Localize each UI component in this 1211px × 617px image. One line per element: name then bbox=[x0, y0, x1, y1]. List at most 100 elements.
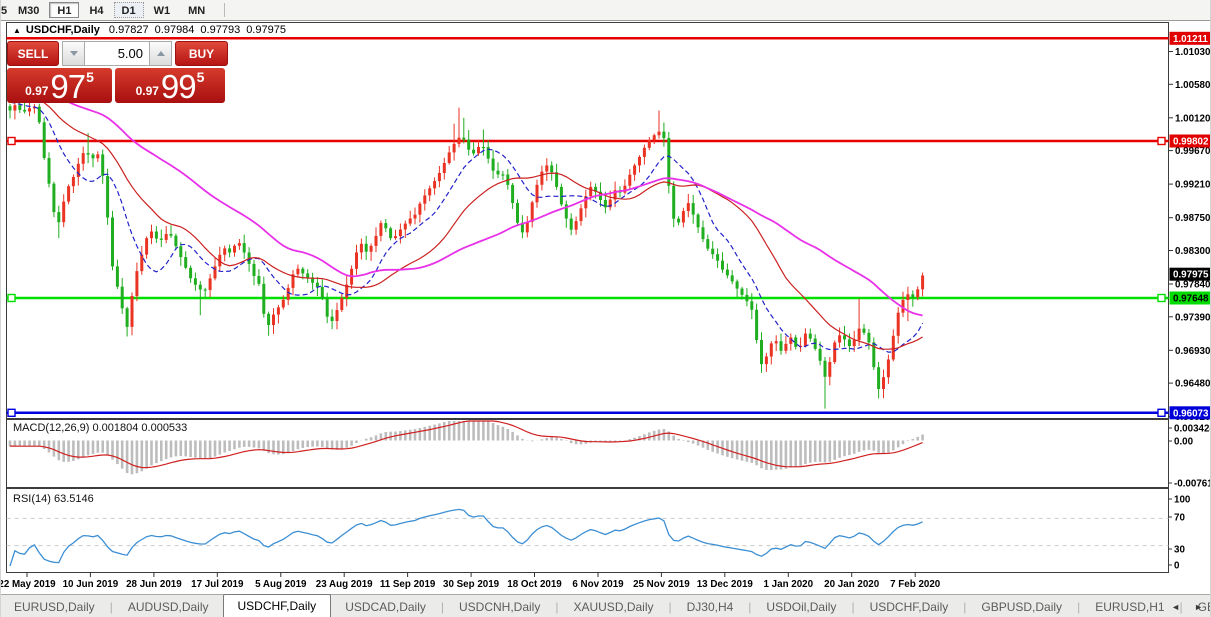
buy-price-prefix: 0.97 bbox=[135, 84, 159, 98]
timeframe-button-mn[interactable]: MN bbox=[180, 2, 213, 18]
tab-usdoil-daily[interactable]: USDOil,Daily bbox=[766, 599, 837, 614]
price-axis: 1.01030 1.00580 1.00120 0.99670 0.99210 0.987… bbox=[1168, 31, 1211, 423]
sell-price-prefix: 0.97 bbox=[25, 84, 49, 98]
svg-text:0.97390: 0.97390 bbox=[1175, 312, 1211, 323]
svg-text:-0.007615: -0.007615 bbox=[1174, 479, 1211, 490]
buy-button[interactable]: BUY bbox=[175, 41, 228, 66]
tab-usdchf-daily-active[interactable]: USDCHF,Daily bbox=[222, 593, 332, 617]
tab-dj30-h4[interactable]: DJ30,H4 bbox=[686, 599, 734, 614]
svg-text:17 Jul 2019: 17 Jul 2019 bbox=[191, 579, 244, 590]
collapse-triangle-icon[interactable]: ▲ bbox=[13, 26, 21, 35]
timeframe-button-d1[interactable]: D1 bbox=[113, 2, 144, 18]
svg-text:20 Jan 2020: 20 Jan 2020 bbox=[824, 579, 880, 590]
pane-frames bbox=[6, 22, 1169, 573]
rsi-line bbox=[9, 508, 923, 567]
tab-usdchf-daily[interactable]: USDCHF,Daily bbox=[869, 599, 949, 614]
sell-price-pip: 5 bbox=[86, 69, 94, 85]
svg-text:23 Aug 2019: 23 Aug 2019 bbox=[316, 579, 373, 590]
svg-text:0.00: 0.00 bbox=[1174, 437, 1194, 448]
tab-scroll-right-icon[interactable]: ► bbox=[1194, 601, 1203, 612]
svg-text:0: 0 bbox=[1174, 561, 1180, 572]
toolbar-separator bbox=[224, 3, 226, 17]
tab-separator: | bbox=[440, 599, 444, 614]
tab-gbpaud-h1[interactable]: GBPAUD,H1 bbox=[1197, 599, 1211, 614]
chart-title: USDCHF,Daily bbox=[25, 24, 100, 36]
tab-eurusd-daily[interactable]: EURUSD,Daily bbox=[14, 599, 95, 614]
svg-text:0.96930: 0.96930 bbox=[1175, 346, 1211, 357]
tab-separator: | bbox=[555, 599, 559, 614]
buy-price-pip: 5 bbox=[196, 69, 205, 85]
svg-text:6 Nov 2019: 6 Nov 2019 bbox=[572, 579, 624, 590]
chart-symbol-header: ▲ USDCHF,Daily 0.97827 0.97984 0.97793 0.9797… bbox=[13, 24, 292, 36]
macd-signal-line bbox=[10, 420, 923, 469]
ohlc-open: 0.97827 bbox=[108, 24, 149, 36]
svg-text:30 Sep 2019: 30 Sep 2019 bbox=[443, 579, 500, 590]
svg-text:13 Dec 2019: 13 Dec 2019 bbox=[697, 579, 754, 590]
tab-usdcnh-daily[interactable]: USDCNH,Daily bbox=[459, 599, 541, 614]
tab-scroll-left-icon[interactable]: ◄ bbox=[1171, 601, 1181, 612]
tab-eurusd-h1[interactable]: EURUSD,H1 bbox=[1095, 599, 1165, 614]
macd-label: MACD(12,26,9) 0.001804 0.000533 bbox=[13, 422, 188, 434]
triangle-up-icon bbox=[156, 51, 165, 56]
svg-text:22 May 2019: 22 May 2019 bbox=[0, 579, 56, 590]
price-chart[interactable]: 1.01030 1.00580 1.00120 0.99670 0.99210 0.987… bbox=[0, 0, 1211, 594]
rsi-axis: 100 70 30 0 bbox=[1168, 495, 1191, 572]
ohlc-low: 0.97793 bbox=[200, 24, 241, 36]
volume-increase-button[interactable] bbox=[149, 41, 172, 66]
sell-button[interactable]: SELL bbox=[7, 41, 59, 66]
svg-text:7 Feb 2020: 7 Feb 2020 bbox=[890, 579, 941, 590]
tab-separator: | bbox=[851, 599, 855, 614]
svg-text:18 Oct 2019: 18 Oct 2019 bbox=[507, 579, 562, 590]
svg-text:25 Nov 2019: 25 Nov 2019 bbox=[633, 579, 690, 590]
volume-decrease-button[interactable] bbox=[62, 41, 85, 66]
triangle-down-icon bbox=[69, 51, 78, 56]
tab-xauusd-daily[interactable]: XAUUSD,Daily bbox=[573, 599, 654, 614]
timeframe-button-h4[interactable]: H4 bbox=[81, 2, 111, 18]
tab-separator: | bbox=[109, 599, 113, 614]
tab-usdcad-daily[interactable]: USDCAD,Daily bbox=[345, 599, 426, 614]
svg-text:0.97840: 0.97840 bbox=[1175, 280, 1211, 291]
tab-audusd-daily[interactable]: AUDUSD,Daily bbox=[127, 599, 209, 614]
svg-text:0.96480: 0.96480 bbox=[1175, 379, 1211, 390]
rsi-levels bbox=[6, 517, 1169, 547]
svg-text:0.99670: 0.99670 bbox=[1175, 146, 1211, 157]
moving-average-lines bbox=[9, 78, 924, 353]
svg-text:100: 100 bbox=[1174, 495, 1191, 506]
sell-price-main: 97 bbox=[50, 68, 86, 105]
svg-text:70: 70 bbox=[1174, 513, 1185, 524]
timeframe-toolbar: 5 M30 H1 H4 D1 W1 MN bbox=[0, 0, 1211, 21]
svg-text:0.97648: 0.97648 bbox=[1173, 294, 1209, 305]
svg-text:1.01030: 1.01030 bbox=[1175, 47, 1211, 58]
svg-text:11 Sep 2019: 11 Sep 2019 bbox=[380, 579, 436, 590]
tab-separator: | bbox=[1179, 599, 1183, 614]
tab-gbpusd-daily[interactable]: GBPUSD,Daily bbox=[981, 599, 1063, 614]
window-left-edge bbox=[0, 0, 1, 617]
svg-text:5 Aug 2019: 5 Aug 2019 bbox=[255, 579, 307, 590]
ohlc-close: 0.97975 bbox=[246, 24, 286, 36]
tab-scroll-arrows: ◄ ► bbox=[1171, 595, 1203, 617]
sell-price-quote[interactable]: 0.97 97 5 bbox=[7, 68, 112, 103]
ohlc-high: 0.97984 bbox=[154, 24, 195, 36]
buy-price-main: 99 bbox=[160, 68, 197, 105]
timeframe-button-h1[interactable]: H1 bbox=[49, 2, 80, 18]
timeframe-button-m30[interactable]: M30 bbox=[10, 2, 47, 18]
svg-text:0.98750: 0.98750 bbox=[1175, 213, 1211, 224]
macd-axis: 0.003428 0.00 -0.007615 bbox=[1168, 424, 1211, 490]
svg-text:0.97975: 0.97975 bbox=[1173, 270, 1209, 281]
date-axis: 22 May 2019 10 Jun 2019 28 Jun 2019 17 Jul … bbox=[0, 572, 941, 590]
svg-text:0.98300: 0.98300 bbox=[1175, 246, 1211, 257]
timeframe-button-w1[interactable]: W1 bbox=[146, 2, 179, 18]
timeframe-button-5[interactable]: 5 bbox=[0, 2, 8, 18]
tab-separator: | bbox=[963, 599, 967, 614]
svg-text:30: 30 bbox=[1174, 545, 1185, 556]
tab-separator: | bbox=[748, 599, 752, 614]
buy-price-quote[interactable]: 0.97 99 5 bbox=[115, 68, 225, 103]
svg-text:1.00580: 1.00580 bbox=[1175, 80, 1211, 91]
svg-text:1.01211: 1.01211 bbox=[1173, 34, 1208, 45]
svg-text:0.99210: 0.99210 bbox=[1175, 180, 1211, 191]
svg-text:10 Jun 2019: 10 Jun 2019 bbox=[63, 579, 119, 590]
svg-text:0.003428: 0.003428 bbox=[1174, 424, 1211, 435]
volume-input[interactable] bbox=[85, 41, 149, 66]
